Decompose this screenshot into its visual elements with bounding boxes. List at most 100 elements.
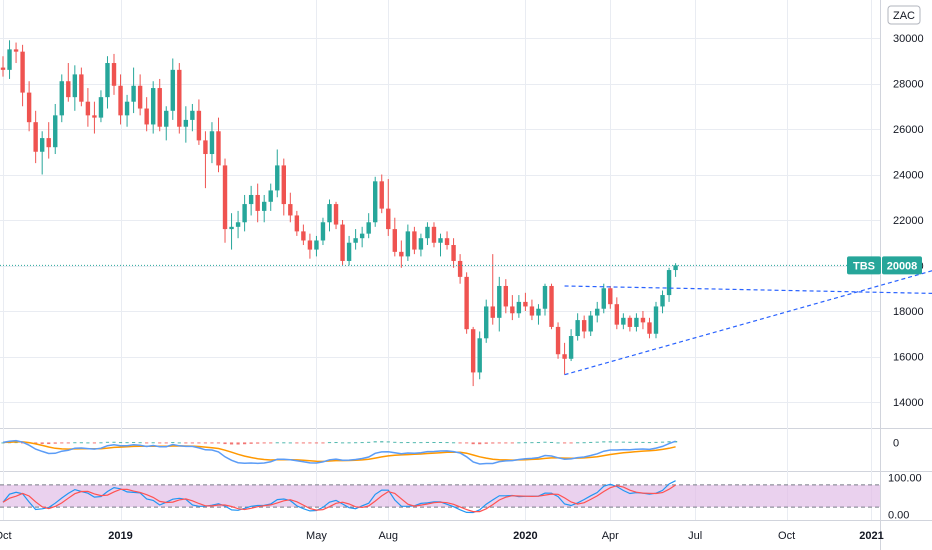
- candle[interactable]: [144, 108, 149, 125]
- candle[interactable]: [640, 317, 646, 323]
- candle[interactable]: [601, 288, 606, 309]
- candle[interactable]: [170, 69, 175, 111]
- candle[interactable]: [653, 306, 659, 334]
- candle[interactable]: [66, 81, 71, 98]
- candle[interactable]: [235, 222, 241, 227]
- candle[interactable]: [673, 265, 678, 271]
- candle[interactable]: [484, 306, 489, 339]
- candle[interactable]: [477, 338, 482, 373]
- candle[interactable]: [46, 138, 51, 148]
- candle[interactable]: [124, 101, 130, 116]
- candle[interactable]: [503, 285, 509, 307]
- candle[interactable]: [177, 69, 182, 127]
- candle[interactable]: [275, 165, 280, 191]
- candle[interactable]: [634, 317, 639, 327]
- stochastic-pane[interactable]: [0, 480, 880, 514]
- candle[interactable]: [79, 74, 84, 102]
- candle[interactable]: [196, 110, 202, 141]
- candle[interactable]: [137, 85, 143, 109]
- candle[interactable]: [314, 240, 319, 250]
- candle[interactable]: [105, 63, 110, 98]
- candle[interactable]: [20, 51, 25, 93]
- candle[interactable]: [379, 181, 384, 209]
- price-pane[interactable]: [0, 40, 932, 387]
- candle[interactable]: [536, 308, 541, 316]
- candle[interactable]: [425, 226, 430, 239]
- candle[interactable]: [464, 276, 469, 330]
- candle[interactable]: [575, 320, 580, 337]
- candle[interactable]: [542, 285, 548, 309]
- candle[interactable]: [307, 240, 313, 250]
- candle[interactable]: [281, 165, 286, 205]
- candle[interactable]: [444, 238, 450, 246]
- candle[interactable]: [614, 304, 620, 325]
- candle[interactable]: [26, 92, 32, 123]
- candle[interactable]: [216, 131, 221, 166]
- candle[interactable]: [490, 306, 495, 318]
- trendline-upper[interactable]: [564, 285, 932, 295]
- candle[interactable]: [431, 226, 437, 243]
- price-axis[interactable]: 3000028000260002400022000200001800016000…: [847, 5, 924, 521]
- candle[interactable]: [53, 115, 58, 148]
- candle[interactable]: [157, 88, 162, 127]
- candle[interactable]: [13, 49, 19, 52]
- trendline-lower[interactable]: [564, 247, 932, 376]
- candle[interactable]: [222, 165, 228, 230]
- candle[interactable]: [150, 88, 156, 125]
- candle[interactable]: [451, 245, 456, 261]
- candle[interactable]: [248, 194, 254, 205]
- candle[interactable]: [242, 204, 247, 223]
- candle[interactable]: [288, 204, 293, 216]
- candle[interactable]: [359, 233, 365, 239]
- candle[interactable]: [647, 322, 652, 334]
- candle[interactable]: [373, 181, 378, 223]
- candle[interactable]: [268, 190, 273, 202]
- candle[interactable]: [399, 251, 404, 257]
- candle[interactable]: [457, 260, 463, 277]
- candle[interactable]: [209, 131, 215, 155]
- candle[interactable]: [85, 101, 91, 116]
- candle[interactable]: [0, 67, 6, 70]
- candle[interactable]: [438, 238, 443, 243]
- candle[interactable]: [346, 242, 352, 261]
- candle[interactable]: [301, 231, 306, 241]
- candle[interactable]: [666, 270, 672, 296]
- candle[interactable]: [386, 208, 391, 230]
- candle[interactable]: [418, 238, 424, 250]
- candle[interactable]: [118, 85, 123, 116]
- candle[interactable]: [523, 301, 528, 307]
- symbol-badge[interactable]: [847, 256, 881, 275]
- candle[interactable]: [581, 320, 587, 332]
- candle[interactable]: [183, 119, 189, 127]
- candle[interactable]: [627, 317, 633, 327]
- candle[interactable]: [111, 63, 117, 86]
- candle[interactable]: [164, 110, 169, 127]
- candle[interactable]: [562, 354, 567, 359]
- candle[interactable]: [131, 85, 136, 102]
- candle[interactable]: [255, 194, 260, 211]
- candle[interactable]: [516, 301, 522, 314]
- candle[interactable]: [333, 204, 339, 225]
- candle[interactable]: [595, 308, 600, 316]
- candle[interactable]: [353, 238, 358, 243]
- candle[interactable]: [608, 288, 613, 305]
- candle[interactable]: [621, 317, 626, 325]
- macd-pane[interactable]: [1, 439, 678, 465]
- candle[interactable]: [190, 110, 195, 120]
- candle[interactable]: [98, 97, 104, 118]
- candle[interactable]: [327, 204, 332, 223]
- candle[interactable]: [229, 226, 234, 230]
- candle[interactable]: [497, 285, 502, 318]
- candle[interactable]: [39, 138, 45, 152]
- candle[interactable]: [660, 295, 665, 307]
- candle[interactable]: [59, 81, 64, 116]
- candle[interactable]: [72, 74, 78, 98]
- currency-badge[interactable]: [887, 5, 921, 25]
- candle[interactable]: [405, 231, 411, 257]
- candle[interactable]: [470, 329, 476, 373]
- candle[interactable]: [392, 229, 397, 252]
- candle[interactable]: [366, 222, 371, 234]
- candle[interactable]: [33, 122, 38, 152]
- candle[interactable]: [555, 326, 561, 355]
